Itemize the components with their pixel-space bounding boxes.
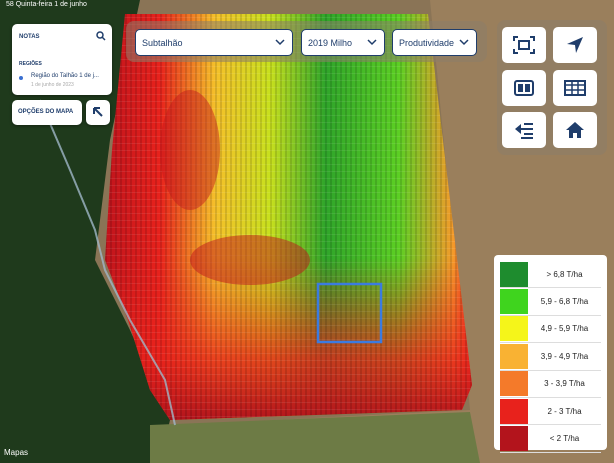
legend-row: 3 - 3,9 T/ha — [500, 371, 601, 398]
legend-swatch — [500, 398, 528, 424]
legend-label: 3,9 - 4,9 T/ha — [540, 351, 589, 361]
legend-row: > 6,8 T/ha — [500, 261, 601, 289]
legend-row: 2 - 3 T/ha — [500, 398, 601, 426]
legend-label: 2 - 3 T/ha — [547, 406, 582, 416]
legend-swatch — [500, 371, 528, 397]
legend-label: 4,9 - 5,9 T/ha — [540, 324, 589, 334]
legend-label: 3 - 3,9 T/ha — [544, 379, 585, 389]
region-dot — [19, 76, 23, 80]
legend-row: 5,9 - 6,8 T/ha — [500, 288, 601, 316]
status-bar: 58 Quinta-feira 1 de junho — [6, 1, 87, 8]
locate-button[interactable] — [553, 27, 597, 63]
dropdown-label: Produtividade — [399, 38, 455, 48]
dropdown-label: 2019 Milho — [308, 38, 353, 48]
search-icon[interactable] — [96, 31, 106, 41]
region-name[interactable]: Região do Talhão 1 de j... — [31, 73, 99, 79]
legend-swatch — [500, 289, 528, 315]
dropdown[interactable]: Produtividade — [392, 29, 477, 56]
legend-swatch — [500, 426, 528, 452]
regions-label: REGIÕES — [19, 61, 42, 67]
dropdown-label: Subtalhão — [142, 38, 183, 48]
region-date: 1 de junho de 2023 — [31, 82, 74, 88]
legend-swatch — [500, 316, 528, 342]
fit-button[interactable] — [502, 27, 546, 63]
legend-label: 5,9 - 6,8 T/ha — [540, 297, 589, 307]
map-options-button[interactable]: OPÇÕES DO MAPA — [12, 100, 82, 125]
legend: > 6,8 T/ha 5,9 - 6,8 T/ha 4,9 - 5,9 T/ha 3,… — [494, 255, 607, 453]
legend-swatch — [500, 261, 528, 287]
dropdown[interactable]: 2019 Milho — [301, 29, 385, 56]
split-button[interactable] — [502, 70, 546, 106]
collapse-button[interactable] — [86, 100, 110, 125]
dropdown[interactable]: Subtalhão — [135, 29, 293, 56]
map-options-label: OPÇÕES DO MAPA — [18, 109, 74, 115]
table-button[interactable] — [553, 70, 597, 106]
notes-panel: NOTAS REGIÕES Região do Talhão 1 de j...… — [12, 24, 112, 95]
legend-row: 3,9 - 4,9 T/ha — [500, 343, 601, 371]
back-link[interactable]: Mapas — [4, 448, 29, 457]
legend-label: > 6,8 T/ha — [546, 269, 583, 279]
legend-row: < 2 T/ha — [500, 425, 601, 453]
legend-label: < 2 T/ha — [549, 434, 580, 444]
home-button[interactable] — [553, 112, 597, 148]
layers-button[interactable] — [502, 112, 546, 148]
legend-swatch — [500, 343, 528, 369]
notes-title: NOTAS — [19, 34, 40, 40]
legend-row: 4,9 - 5,9 T/ha — [500, 316, 601, 344]
